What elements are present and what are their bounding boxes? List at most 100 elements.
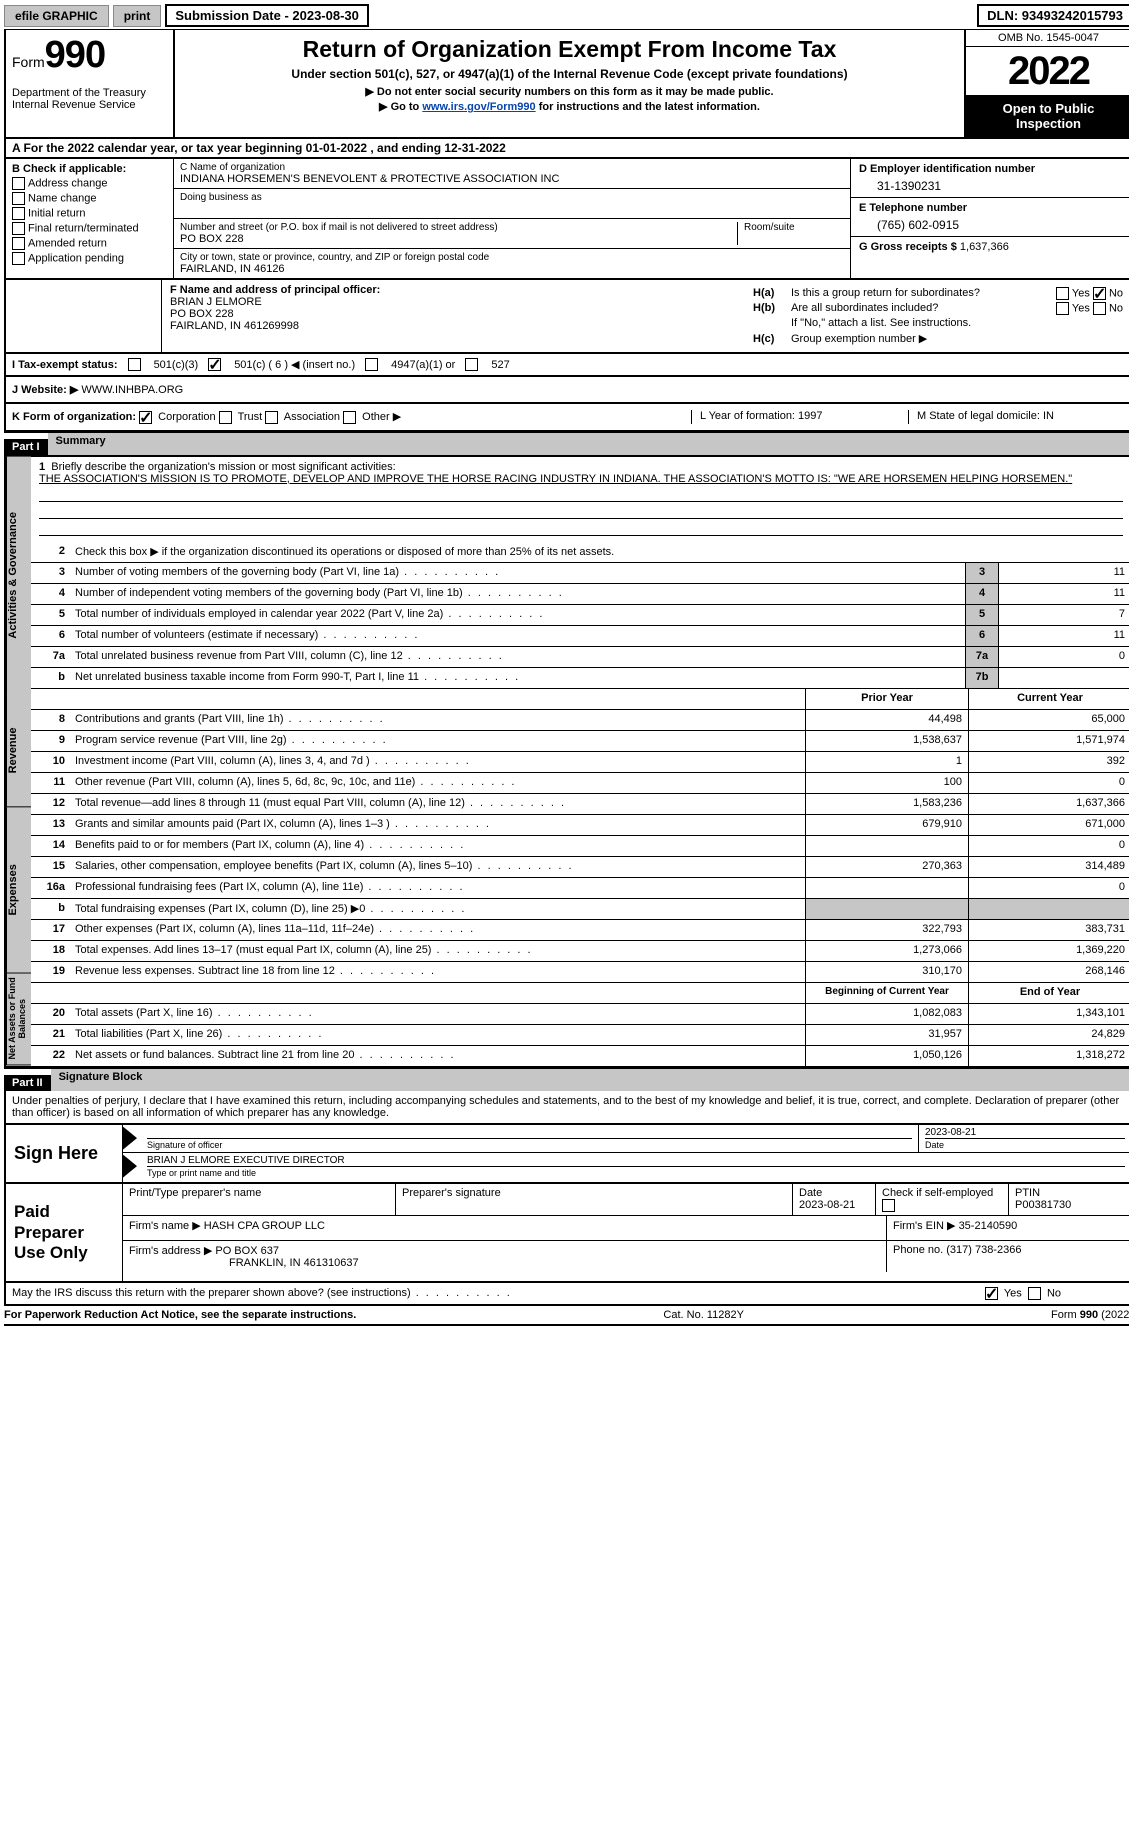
sig-date-label: Date (925, 1138, 1125, 1150)
sign-here-label: Sign Here (6, 1125, 123, 1183)
firm-phone: (317) 738-2366 (946, 1244, 1021, 1256)
ein: 31-1390231 (859, 175, 1123, 193)
state-domicile: M State of legal domicile: IN (908, 410, 1125, 424)
footer-left: For Paperwork Reduction Act Notice, see … (4, 1309, 356, 1321)
gross-label: G Gross receipts $ (859, 241, 957, 253)
prep-h1: Print/Type preparer's name (123, 1184, 396, 1215)
paid-prep-label: Paid Preparer Use Only (6, 1184, 123, 1281)
form-header: Form990 Department of the Treasury Inter… (4, 29, 1129, 139)
mission-text: THE ASSOCIATION'S MISSION IS TO PROMOTE,… (39, 473, 1123, 485)
col-b-checkboxes: B Check if applicable: Address change Na… (6, 159, 174, 278)
dln: DLN: 93493242015793 (977, 4, 1129, 27)
prior-year-header: Prior Year (805, 689, 968, 709)
org-name-label: C Name of organization (180, 162, 844, 173)
hb-note: If "No," attach a list. See instructions… (753, 317, 1123, 329)
city: FAIRLAND, IN 46126 (180, 263, 844, 275)
sig-name: BRIAN J ELMORE EXECUTIVE DIRECTOR (147, 1155, 1125, 1166)
footer-mid: Cat. No. 11282Y (663, 1309, 744, 1321)
website-label: J Website: ▶ (12, 384, 78, 396)
firm-addr2: FRANKLIN, IN 461310637 (129, 1257, 359, 1269)
row-a-period: A For the 2022 calendar year, or tax yea… (4, 139, 1129, 159)
ha-yes[interactable] (1056, 287, 1069, 300)
sig-arrow-icon (123, 1127, 137, 1150)
tab-netassets: Net Assets or Fund Balances (6, 973, 31, 1065)
prep-h2: Preparer's signature (396, 1184, 793, 1215)
chk-501cx[interactable] (208, 358, 221, 371)
chk-trust[interactable] (219, 411, 232, 424)
chk-initial[interactable] (12, 207, 25, 220)
tax-year: 2022 (966, 47, 1129, 95)
part1-title: Summary (48, 433, 1129, 455)
chk-name[interactable] (12, 192, 25, 205)
part2-title: Signature Block (51, 1069, 1129, 1091)
hb-text: Are all subordinates included? (791, 302, 938, 314)
officer-street: PO BOX 228 (170, 308, 737, 320)
form-number: 990 (45, 34, 105, 76)
current-year-header: Current Year (968, 689, 1129, 709)
chk-4947[interactable] (365, 358, 378, 371)
omb-number: OMB No. 1545-0047 (966, 30, 1129, 47)
irs-yes[interactable] (985, 1287, 998, 1300)
irs-no[interactable] (1028, 1287, 1041, 1300)
city-label: City or town, state or province, country… (180, 252, 844, 263)
firm-ein: 35-2140590 (959, 1220, 1018, 1232)
line2-text: Check this box ▶ if the organization dis… (71, 542, 1129, 562)
submission-date: Submission Date - 2023-08-30 (165, 4, 369, 27)
firm-name: HASH CPA GROUP LLC (204, 1220, 325, 1232)
website-val: WWW.INHBPA.ORG (81, 384, 183, 396)
ptin: P00381730 (1015, 1199, 1071, 1211)
top-toolbar: efile GRAPHIC print Submission Date - 20… (4, 4, 1129, 27)
dba-label: Doing business as (180, 192, 844, 203)
irs-link[interactable]: www.irs.gov/Form990 (422, 101, 535, 113)
part2-header: Part II (4, 1075, 51, 1091)
chk-selfemp[interactable] (882, 1199, 895, 1212)
hb-yes[interactable] (1056, 302, 1069, 315)
mission-label: Briefly describe the organization's miss… (51, 461, 395, 473)
chk-527[interactable] (465, 358, 478, 371)
sig-arrow2-icon (123, 1155, 137, 1178)
note2-pre: ▶ Go to (379, 101, 422, 113)
sig-name-label: Type or print name and title (147, 1166, 1125, 1178)
gross-receipts: 1,637,366 (960, 241, 1009, 253)
sig-date-val: 2023-08-21 (925, 1127, 1125, 1138)
phone-label: E Telephone number (859, 202, 1123, 214)
prep-h4: Check if self-employed (876, 1184, 1009, 1215)
form-title: Return of Organization Exempt From Incom… (183, 36, 956, 63)
hc-text: Group exemption number ▶ (791, 333, 927, 345)
chk-assoc[interactable] (265, 411, 278, 424)
chk-address[interactable] (12, 177, 25, 190)
ha-no[interactable] (1093, 287, 1106, 300)
part1-header: Part I (4, 439, 48, 455)
efile-button[interactable]: efile GRAPHIC (4, 5, 109, 27)
end-year-header: End of Year (968, 983, 1129, 1003)
sig-officer-label: Signature of officer (147, 1138, 912, 1150)
street-label: Number and street (or P.O. box if mail i… (180, 222, 737, 233)
chk-corp[interactable] (139, 411, 152, 424)
chk-pending[interactable] (12, 252, 25, 265)
phone: (765) 602-0915 (859, 214, 1123, 232)
print-button[interactable]: print (113, 5, 162, 27)
tab-activities: Activities & Governance (6, 457, 31, 695)
dept-label: Department of the Treasury Internal Reve… (12, 87, 167, 111)
form-subtitle: Under section 501(c), 527, or 4947(a)(1)… (183, 67, 956, 81)
beg-year-header: Beginning of Current Year (805, 983, 968, 1003)
chk-501c3[interactable] (128, 358, 141, 371)
firm-addr1: PO BOX 637 (215, 1245, 279, 1257)
chk-final[interactable] (12, 222, 25, 235)
chk-amended[interactable] (12, 237, 25, 250)
footer-right: Form 990 (2022) (1051, 1309, 1129, 1321)
hb-no[interactable] (1093, 302, 1106, 315)
tab-expenses: Expenses (6, 808, 31, 974)
year-formation: L Year of formation: 1997 (691, 410, 908, 424)
penalties-text: Under penalties of perjury, I declare th… (4, 1091, 1129, 1125)
ein-label: D Employer identification number (859, 163, 1123, 175)
ha-text: Is this a group return for subordinates? (791, 287, 980, 299)
officer-name: BRIAN J ELMORE (170, 296, 737, 308)
open-public-badge: Open to Public Inspection (966, 95, 1129, 137)
form-label: Form (12, 54, 45, 70)
kform-label: K Form of organization: (12, 411, 136, 423)
tax-status-label: I Tax-exempt status: (12, 359, 118, 371)
org-name: INDIANA HORSEMEN'S BENEVOLENT & PROTECTI… (180, 173, 844, 185)
chk-other[interactable] (343, 411, 356, 424)
street: PO BOX 228 (180, 233, 737, 245)
